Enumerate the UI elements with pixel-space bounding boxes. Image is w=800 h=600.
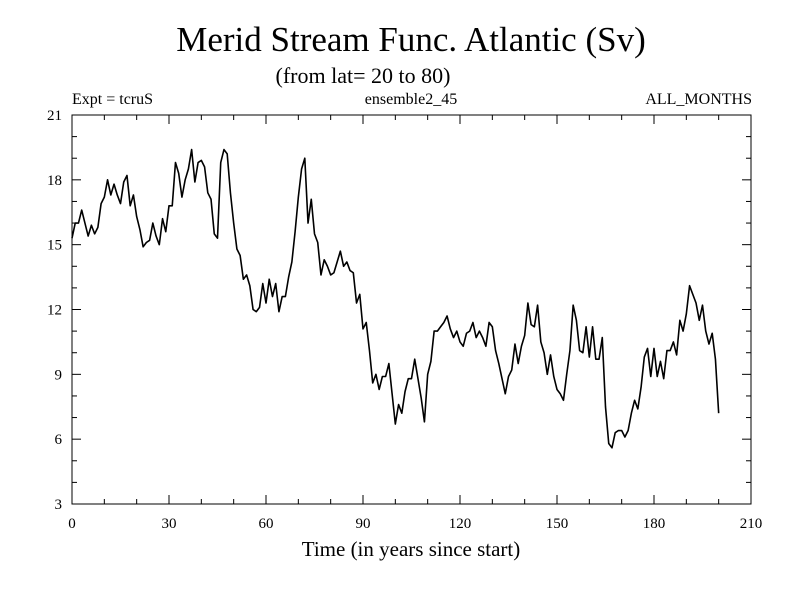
experiment-label: Expt = tcruS xyxy=(72,91,153,108)
series-line xyxy=(71,148,720,449)
months-label: ALL_MONTHS xyxy=(645,91,752,108)
x-tick-label: 120 xyxy=(449,516,472,532)
x-tick-label: 210 xyxy=(740,516,763,532)
chart-subtitle: (from lat= 20 to 80) xyxy=(276,63,451,88)
x-tick-label: 150 xyxy=(546,516,569,532)
y-tick-label: 15 xyxy=(47,238,62,254)
chart-title: Merid Stream Func. Atlantic (Sv) xyxy=(176,20,646,59)
y-tick-label: 12 xyxy=(47,303,62,319)
y-tick-label: 9 xyxy=(55,367,63,383)
y-tick-label: 18 xyxy=(47,173,62,189)
y-tick-label: 21 xyxy=(47,108,62,124)
x-tick-label: 30 xyxy=(162,516,177,532)
x-tick-label: 0 xyxy=(68,516,76,532)
axis-ticks xyxy=(71,114,752,505)
y-tick-label: 6 xyxy=(55,432,63,448)
plot-area-frame xyxy=(71,114,752,505)
x-axis-label: Time (in years since start) xyxy=(302,537,521,561)
x-tick-label: 180 xyxy=(643,516,666,532)
x-tick-label: 90 xyxy=(356,516,371,532)
y-tick-label: 3 xyxy=(55,497,63,513)
tick-labels: 0 30 60 90 120 150 180 210 3 6 9 12 15 18 21 xyxy=(47,108,762,532)
ensemble-label: ensemble2_45 xyxy=(365,91,457,108)
x-tick-label: 60 xyxy=(259,516,274,532)
